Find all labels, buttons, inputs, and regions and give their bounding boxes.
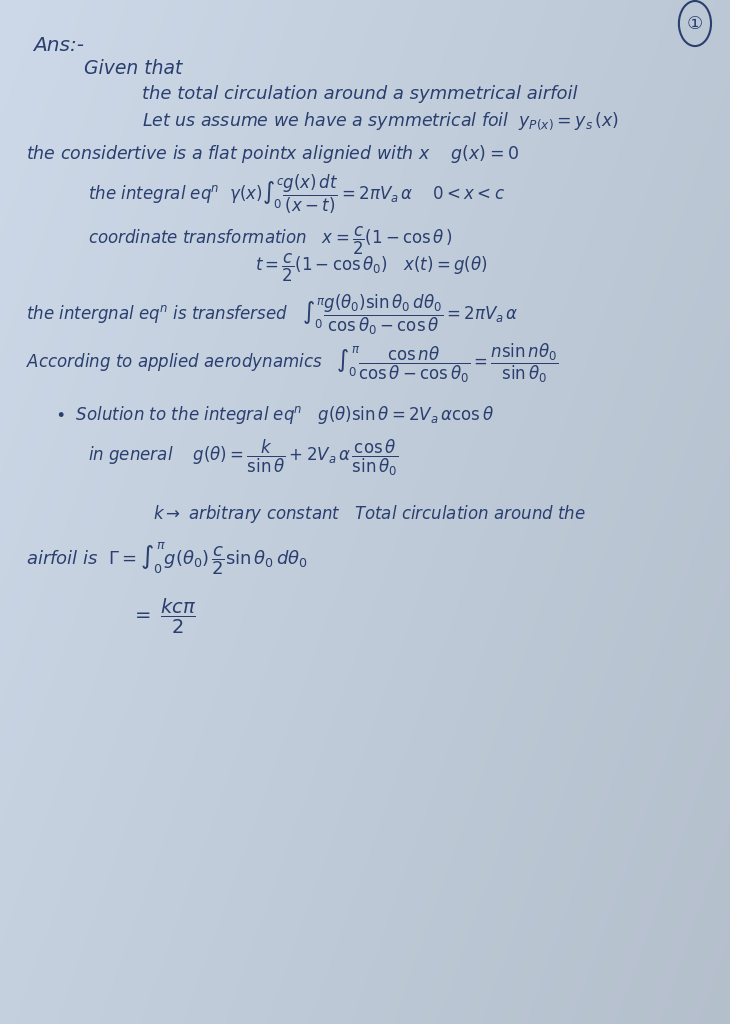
Text: ①: ① [687, 14, 703, 33]
Text: $\bullet$  Solution to the integral eq$^n$   $g(\theta)\sin\theta = 2V_a\,\alpha: $\bullet$ Solution to the integral eq$^n… [55, 403, 494, 426]
Text: airfoil is  $\Gamma = \int_0^{\pi} g(\theta_0)\,\dfrac{c}{2}\sin\theta_0\,d\thet: airfoil is $\Gamma = \int_0^{\pi} g(\the… [26, 540, 307, 577]
Text: Given that: Given that [84, 59, 182, 78]
Text: Let us assume we have a symmetrical foil  $y_{P(x)}=y_s\,(x)$: Let us assume we have a symmetrical foil… [142, 110, 619, 132]
Text: Ans:-: Ans:- [33, 36, 84, 54]
Text: $k\rightarrow$ arbitrary constant   Total circulation around the: $k\rightarrow$ arbitrary constant Total … [153, 503, 586, 525]
Text: $=\;\dfrac{kc\pi}{2}$: $=\;\dfrac{kc\pi}{2}$ [131, 597, 196, 636]
Text: the considertive is a flat pointx alignied with x    $g(x)=0$: the considertive is a flat pointx aligni… [26, 142, 518, 165]
Text: the total circulation around a symmetrical airfoil: the total circulation around a symmetric… [142, 85, 578, 103]
Text: According to applied aerodynamics   $\int_0^{\pi}\dfrac{\cos n\theta}{\cos\theta: According to applied aerodynamics $\int_… [26, 342, 558, 385]
Text: the intergnal eq$^n$ is transfersed   $\int_0^{\pi}\dfrac{g(\theta_0)\sin\theta_: the intergnal eq$^n$ is transfersed $\in… [26, 293, 518, 338]
Text: $t = \dfrac{c}{2}(1-\cos\theta_0)\quad x(t)=g(\theta)$: $t = \dfrac{c}{2}(1-\cos\theta_0)\quad x… [255, 252, 488, 285]
Text: coordinate transformation   $x = \dfrac{c}{2}(1-\cos\theta\,)$: coordinate transformation $x = \dfrac{c}… [88, 224, 453, 257]
Text: in general    $g(\theta) = \dfrac{k}{\sin\theta} + 2V_a\,\alpha\,\dfrac{\cos\the: in general $g(\theta) = \dfrac{k}{\sin\t… [88, 437, 398, 478]
Text: the integral eq$^n$  $\gamma(x)\int_0^c \dfrac{g(x)\,dt}{(x-t)} = 2\pi V_a\,\alp: the integral eq$^n$ $\gamma(x)\int_0^c \… [88, 173, 504, 216]
